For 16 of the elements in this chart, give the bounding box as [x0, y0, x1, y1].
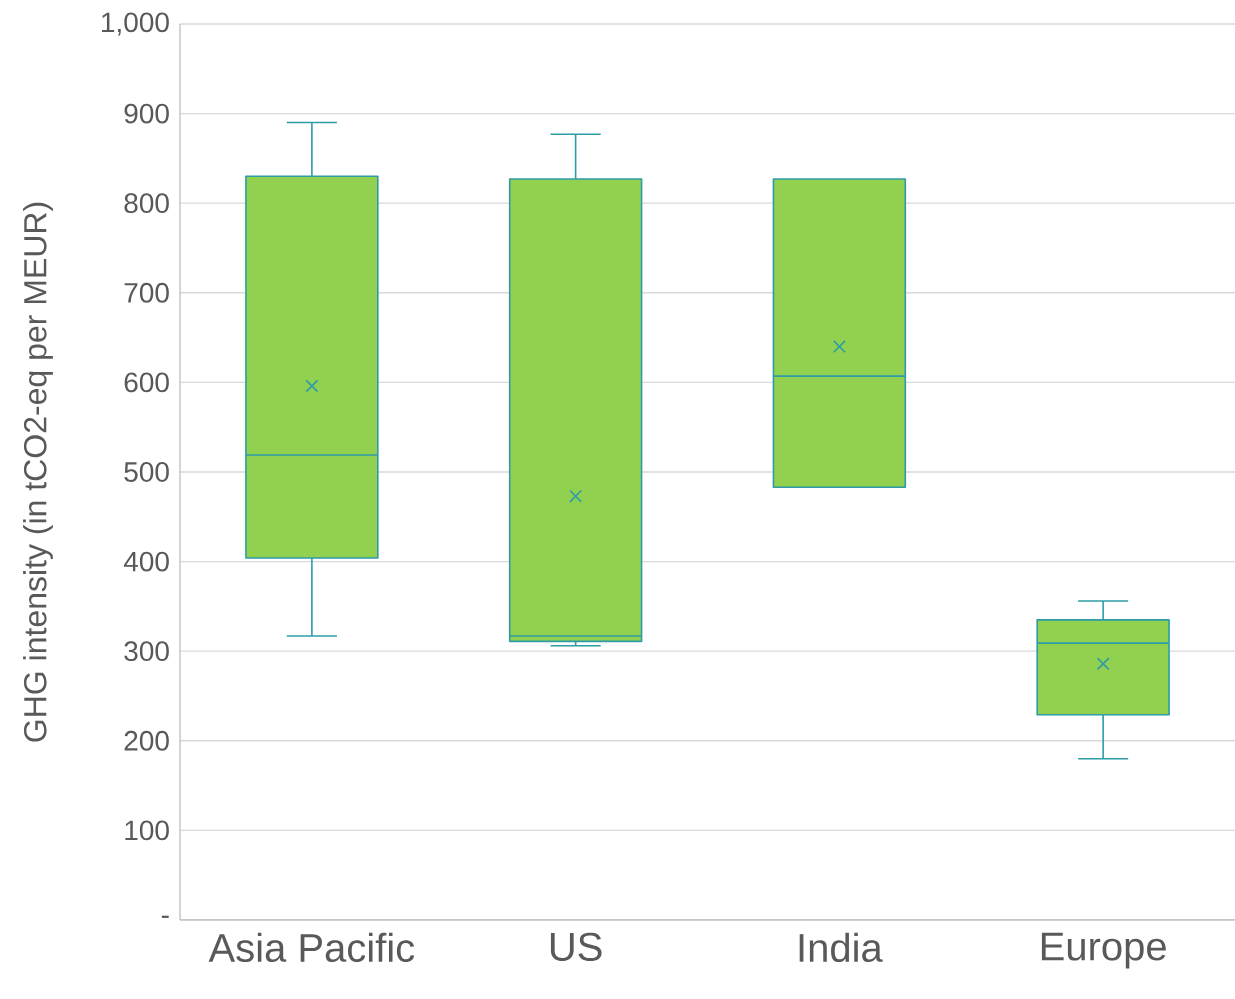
y-axis-title: GHG intensity (in tCO2-eq per MEUR) [23, 202, 53, 742]
x-tick-label: India [799, 932, 883, 963]
y-tick-label: 500 [124, 462, 169, 482]
y-tick-label: 600 [124, 372, 169, 393]
y-tick-label: 700 [124, 282, 169, 303]
y-tick-label: 900 [124, 103, 169, 124]
y-tick-label: 200 [124, 730, 169, 751]
y-tick-label: - [161, 915, 169, 918]
y-tick-label: 800 [124, 193, 169, 214]
y-tick-label: 400 [123, 551, 169, 572]
x-tick-label: Asia Pacific [208, 932, 415, 963]
y-tick-label: 1,000 [102, 12, 169, 36]
y-tick-label: 300 [124, 641, 169, 662]
x-tick-label: Europe [1041, 932, 1166, 969]
y-tick-label: 100 [125, 820, 169, 841]
x-tick-label: US [550, 932, 602, 962]
